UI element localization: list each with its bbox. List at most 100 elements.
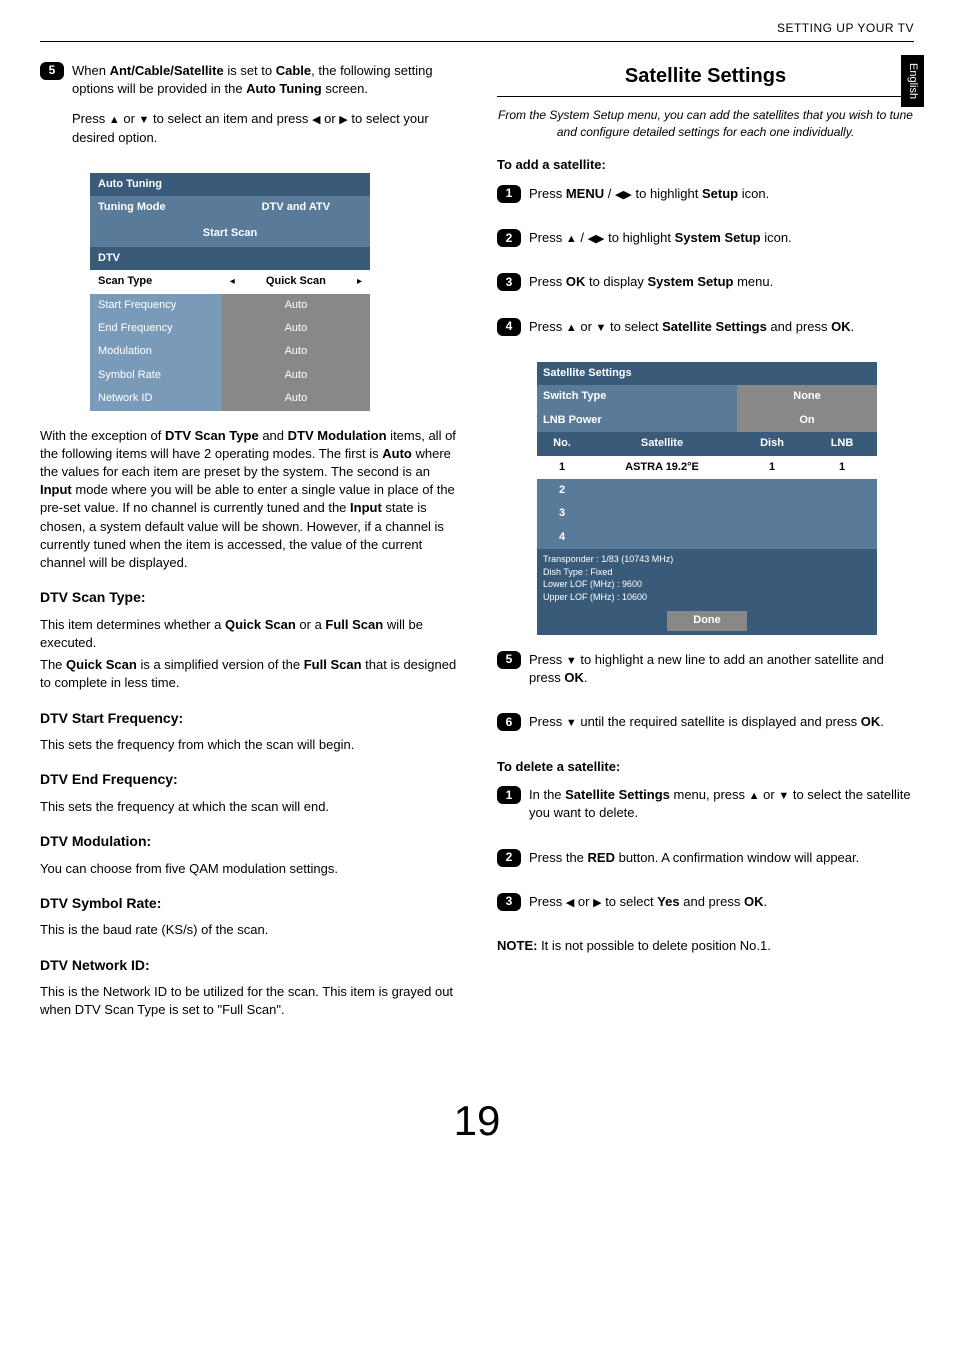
dtv-modulation-p: You can choose from five QAM modulation …: [40, 860, 457, 878]
symbol-rate-label: Symbol Rate: [90, 364, 222, 387]
add-step-1: 1 Press MENU / ◀▶ to highlight Setup ico…: [497, 185, 914, 215]
step-badge-4: 4: [497, 318, 521, 336]
col-dish: Dish: [737, 432, 807, 455]
down-icon: ▼: [596, 321, 607, 336]
up-icon: ▲: [566, 321, 577, 336]
modulation-label: Modulation: [90, 340, 222, 363]
step-5: 5 When Ant/Cable/Satellite is set to Cab…: [40, 62, 457, 159]
add-step-2: 2 Press ▲ / ◀▶ to highlight System Setup…: [497, 229, 914, 259]
step-badge-2: 2: [497, 229, 521, 247]
add-step-6: 6 Press ▼ until the required satellite i…: [497, 713, 914, 743]
lnb-power-value: On: [737, 409, 877, 432]
dtv-scan-type-heading: DTV Scan Type:: [40, 588, 457, 608]
add-step-3: 3 Press OK to display System Setup menu.: [497, 273, 914, 303]
explanation-paragraph: With the exception of DTV Scan Type and …: [40, 427, 457, 573]
symbol-rate-value: Auto: [222, 364, 370, 387]
lnb-power-label: LNB Power: [537, 409, 737, 432]
add-step-4: 4 Press ▲ or ▼ to select Satellite Setti…: [497, 318, 914, 348]
dtv-modulation-heading: DTV Modulation:: [40, 832, 457, 852]
start-scan-button: Start Scan: [90, 220, 370, 247]
end-freq-value: Auto: [222, 317, 370, 340]
del-badge-2: 2: [497, 849, 521, 867]
up-icon: ▲: [566, 232, 577, 247]
dtv-symbol-rate-p: This is the baud rate (KS/s) of the scan…: [40, 921, 457, 939]
right-column: Satellite Settings From the System Setup…: [497, 62, 914, 1032]
dtv-end-freq-p: This sets the frequency at which the sca…: [40, 798, 457, 816]
row1-dish: 1: [737, 456, 807, 479]
row1-no: 1: [537, 456, 587, 479]
del-badge-1: 1: [497, 786, 521, 804]
switch-type-value: None: [737, 385, 877, 408]
auto-tuning-table: Auto Tuning Tuning Mode DTV and ATV Star…: [90, 173, 370, 411]
dtv-header: DTV: [90, 247, 370, 270]
step5-paragraph-2: Press ▲ or ▼ to select an item and press…: [72, 110, 457, 147]
network-id-label: Network ID: [90, 387, 222, 410]
sat-table-title: Satellite Settings: [537, 362, 877, 385]
page-number: 19: [40, 1092, 914, 1151]
row3-no: 3: [537, 502, 587, 525]
page-columns: 5 When Ant/Cable/Satellite is set to Cab…: [40, 62, 914, 1032]
step-badge-6: 6: [497, 713, 521, 731]
del-step-3: 3 Press ◀ or ▶ to select Yes and press O…: [497, 893, 914, 923]
arrow-right-icon: ▸: [349, 270, 370, 293]
step-badge-5: 5: [40, 62, 64, 80]
dtv-scan-type-p1: This item determines whether a Quick Sca…: [40, 616, 457, 652]
add-step-5: 5 Press ▼ to highlight a new line to add…: [497, 651, 914, 700]
row4-no: 4: [537, 526, 587, 549]
leftright-icon: ◀▶: [588, 232, 605, 247]
end-freq-label: End Frequency: [90, 317, 222, 340]
dtv-scan-type-p2: The Quick Scan is a simplified version o…: [40, 656, 457, 692]
row1-lnb: 1: [807, 456, 877, 479]
done-button: Done: [667, 611, 747, 630]
dtv-start-freq-p: This sets the frequency from which the s…: [40, 736, 457, 754]
right-icon: ▶: [339, 113, 347, 128]
dtv-end-freq-heading: DTV End Frequency:: [40, 770, 457, 790]
down-icon: ▼: [566, 716, 577, 731]
satellite-intro: From the System Setup menu, you can add …: [497, 107, 914, 141]
up-icon: ▲: [109, 113, 120, 128]
del-step-1: 1 In the Satellite Settings menu, press …: [497, 786, 914, 835]
start-freq-value: Auto: [222, 294, 370, 317]
add-satellite-heading: To add a satellite:: [497, 156, 914, 174]
leftright-icon: ◀▶: [615, 188, 632, 203]
dtv-symbol-rate-heading: DTV Symbol Rate:: [40, 894, 457, 914]
down-icon: ▼: [778, 789, 789, 804]
network-id-value: Auto: [222, 387, 370, 410]
scan-type-label: Scan Type: [90, 270, 222, 293]
step-badge-5r: 5: [497, 651, 521, 669]
down-icon: ▼: [139, 113, 150, 128]
dtv-network-id-p: This is the Network ID to be utilized fo…: [40, 983, 457, 1019]
switch-type-label: Switch Type: [537, 385, 737, 408]
header-rule: [40, 41, 914, 42]
row1-sat: ASTRA 19.2°E: [587, 456, 737, 479]
delete-note: NOTE: It is not possible to delete posit…: [497, 937, 914, 955]
dtv-network-id-heading: DTV Network ID:: [40, 956, 457, 976]
right-icon: ▶: [593, 896, 601, 911]
step-badge-1: 1: [497, 185, 521, 203]
row2-no: 2: [537, 479, 587, 502]
down-icon: ▼: [566, 654, 577, 669]
start-freq-label: Start Frequency: [90, 294, 222, 317]
delete-satellite-heading: To delete a satellite:: [497, 758, 914, 776]
col-lnb: LNB: [807, 432, 877, 455]
dtv-start-freq-heading: DTV Start Frequency:: [40, 709, 457, 729]
step-badge-3: 3: [497, 273, 521, 291]
del-badge-3: 3: [497, 893, 521, 911]
arrow-left-icon: ◂: [222, 270, 243, 293]
header-section: SETTING UP YOUR TV: [40, 20, 914, 37]
step5-paragraph-1: When Ant/Cable/Satellite is set to Cable…: [72, 62, 457, 98]
del-step-2: 2 Press the RED button. A confirmation w…: [497, 849, 914, 879]
modulation-value: Auto: [222, 340, 370, 363]
sat-info-block: Transponder : 1/83 (10743 MHz) Dish Type…: [537, 549, 877, 607]
language-tab: English: [901, 55, 924, 107]
tuning-mode-value: DTV and ATV: [222, 196, 370, 219]
left-column: 5 When Ant/Cable/Satellite is set to Cab…: [40, 62, 457, 1032]
table-title: Auto Tuning: [90, 173, 370, 196]
satellite-settings-table: Satellite Settings Switch TypeNone LNB P…: [537, 362, 877, 635]
up-icon: ▲: [749, 789, 760, 804]
col-no: No.: [537, 432, 587, 455]
scan-type-value: Quick Scan: [243, 270, 349, 293]
tuning-mode-label: Tuning Mode: [90, 196, 222, 219]
satellite-settings-title: Satellite Settings: [497, 62, 914, 97]
col-satellite: Satellite: [587, 432, 737, 455]
